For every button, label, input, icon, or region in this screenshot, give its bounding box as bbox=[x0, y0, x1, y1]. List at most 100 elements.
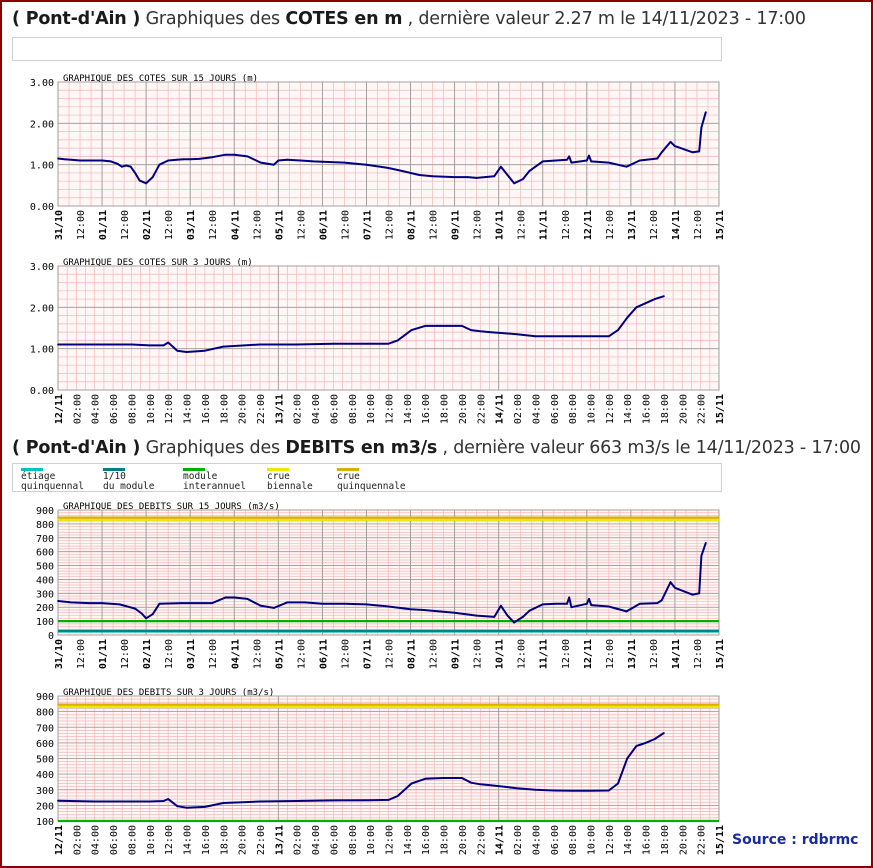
series-point bbox=[295, 343, 298, 346]
x-tick-label: 04:00 bbox=[311, 394, 322, 424]
series-point bbox=[506, 614, 509, 617]
chart-debits-15-jours: 0 100 200 300 400 500 600 700 800 900 31/10 12:00 01… bbox=[36, 502, 726, 669]
x-tick-label: 08:00 bbox=[127, 394, 138, 424]
series-point bbox=[162, 344, 165, 347]
chart-title: GRAPHIQUE DES DEBITS SUR 15 JOURS (m3/s) bbox=[63, 502, 280, 512]
series-point bbox=[63, 158, 66, 161]
series-point bbox=[528, 609, 531, 612]
series-point bbox=[704, 542, 707, 544]
x-tick-label: 12:00 bbox=[164, 394, 175, 424]
x-tick-label: 14/11 bbox=[495, 394, 506, 424]
x-tick-label: 18:00 bbox=[660, 825, 671, 855]
x-tick-label: 09/11 bbox=[451, 639, 462, 669]
series-point bbox=[698, 150, 701, 153]
series-point bbox=[110, 160, 112, 163]
x-tick-label: 15/11 bbox=[715, 394, 726, 424]
cotes-station: ( Pont-d'Ain ) bbox=[12, 9, 141, 29]
x-tick-label: 10:00 bbox=[586, 825, 597, 855]
series-point bbox=[571, 789, 573, 792]
series-point bbox=[176, 158, 178, 161]
y-tick-label: 1.00 bbox=[30, 161, 54, 172]
series-point bbox=[660, 599, 663, 602]
series-point bbox=[488, 331, 491, 333]
x-tick-label: 16:00 bbox=[421, 394, 432, 424]
x-tick-label: 15/11 bbox=[715, 825, 726, 855]
x-tick-label: 12/11 bbox=[54, 825, 65, 855]
series-point bbox=[130, 800, 133, 803]
series-point bbox=[312, 160, 315, 163]
x-tick-label: 12:00 bbox=[385, 639, 396, 669]
x-tick-label: 18:00 bbox=[440, 394, 451, 424]
legend-label: crue bbox=[337, 471, 360, 482]
x-tick-label: 12:00 bbox=[693, 639, 704, 669]
x-tick-label: 08:00 bbox=[127, 825, 138, 855]
x-tick-label: 12:00 bbox=[385, 825, 396, 855]
x-tick-label: 16:00 bbox=[201, 825, 212, 855]
x-tick-label: 14/11 bbox=[495, 825, 506, 855]
series-point bbox=[204, 806, 206, 808]
series-point bbox=[500, 165, 502, 168]
x-tick-label: 08/11 bbox=[407, 639, 418, 669]
series-point bbox=[295, 800, 298, 802]
series-point bbox=[125, 164, 128, 167]
y-tick-label: 800 bbox=[36, 520, 54, 531]
x-tick-label: 20:00 bbox=[458, 825, 469, 855]
legend-label: crue bbox=[267, 471, 290, 482]
series-point bbox=[396, 795, 399, 797]
x-tick-label: 10:00 bbox=[146, 394, 157, 424]
legend-label: étiage bbox=[21, 471, 56, 482]
series-point bbox=[638, 159, 641, 162]
series-point bbox=[555, 602, 557, 605]
x-tick-label: 12:00 bbox=[517, 639, 528, 669]
x-tick-label: 12:00 bbox=[429, 210, 440, 240]
series-point bbox=[568, 596, 571, 599]
x-tick-label: 14/11 bbox=[671, 210, 682, 240]
series-point bbox=[224, 596, 227, 599]
y-tick-label: 0.00 bbox=[30, 202, 54, 213]
series-point bbox=[493, 175, 496, 178]
x-tick-label: 14:00 bbox=[403, 825, 414, 855]
series-point bbox=[167, 341, 170, 344]
series-point bbox=[470, 329, 472, 331]
series-point bbox=[167, 798, 170, 800]
x-tick-label: 18:00 bbox=[440, 825, 451, 855]
x-tick-label: 02:00 bbox=[72, 394, 83, 424]
legend-swatch bbox=[103, 468, 125, 471]
x-tick-label: 10:00 bbox=[146, 825, 157, 855]
x-tick-label: 02:00 bbox=[293, 394, 304, 424]
series-point bbox=[585, 159, 588, 162]
x-tick-label: 08:00 bbox=[348, 394, 359, 424]
series-point bbox=[607, 789, 610, 792]
x-tick-label: 12:00 bbox=[517, 210, 528, 240]
x-tick-label: 12:00 bbox=[120, 639, 131, 669]
series-point bbox=[541, 603, 544, 606]
series-point bbox=[57, 343, 59, 346]
debits-station: ( Pont-d'Ain ) bbox=[12, 438, 141, 458]
x-tick-label: 08:00 bbox=[348, 825, 359, 855]
series-point bbox=[422, 609, 425, 611]
series-point bbox=[101, 159, 103, 162]
y-tick-label: 200 bbox=[36, 801, 54, 812]
series-point bbox=[158, 163, 161, 166]
x-tick-label: 12:00 bbox=[561, 639, 572, 669]
x-tick-label: 12:00 bbox=[76, 639, 87, 669]
series-point bbox=[87, 159, 90, 162]
y-tick-label: 500 bbox=[36, 562, 54, 573]
series-point bbox=[555, 159, 557, 162]
series-point bbox=[93, 343, 96, 346]
x-tick-label: 16:00 bbox=[421, 825, 432, 855]
x-tick-label: 06/11 bbox=[318, 210, 329, 240]
series-point bbox=[246, 598, 249, 600]
cotes-suffix: , dernière valeur 2.27 m le 14/11/2023 -… bbox=[402, 9, 806, 29]
series-point bbox=[534, 335, 537, 338]
series-point bbox=[233, 596, 236, 599]
x-tick-label: 04/11 bbox=[230, 210, 241, 240]
series-point bbox=[704, 111, 707, 114]
x-tick-label: 14:00 bbox=[183, 825, 194, 855]
series-point bbox=[343, 161, 346, 164]
series-point bbox=[663, 732, 665, 734]
x-tick-label: 31/10 bbox=[54, 639, 65, 669]
series-point bbox=[332, 342, 335, 345]
x-tick-label: 12:00 bbox=[340, 210, 351, 240]
series-point bbox=[70, 601, 73, 604]
